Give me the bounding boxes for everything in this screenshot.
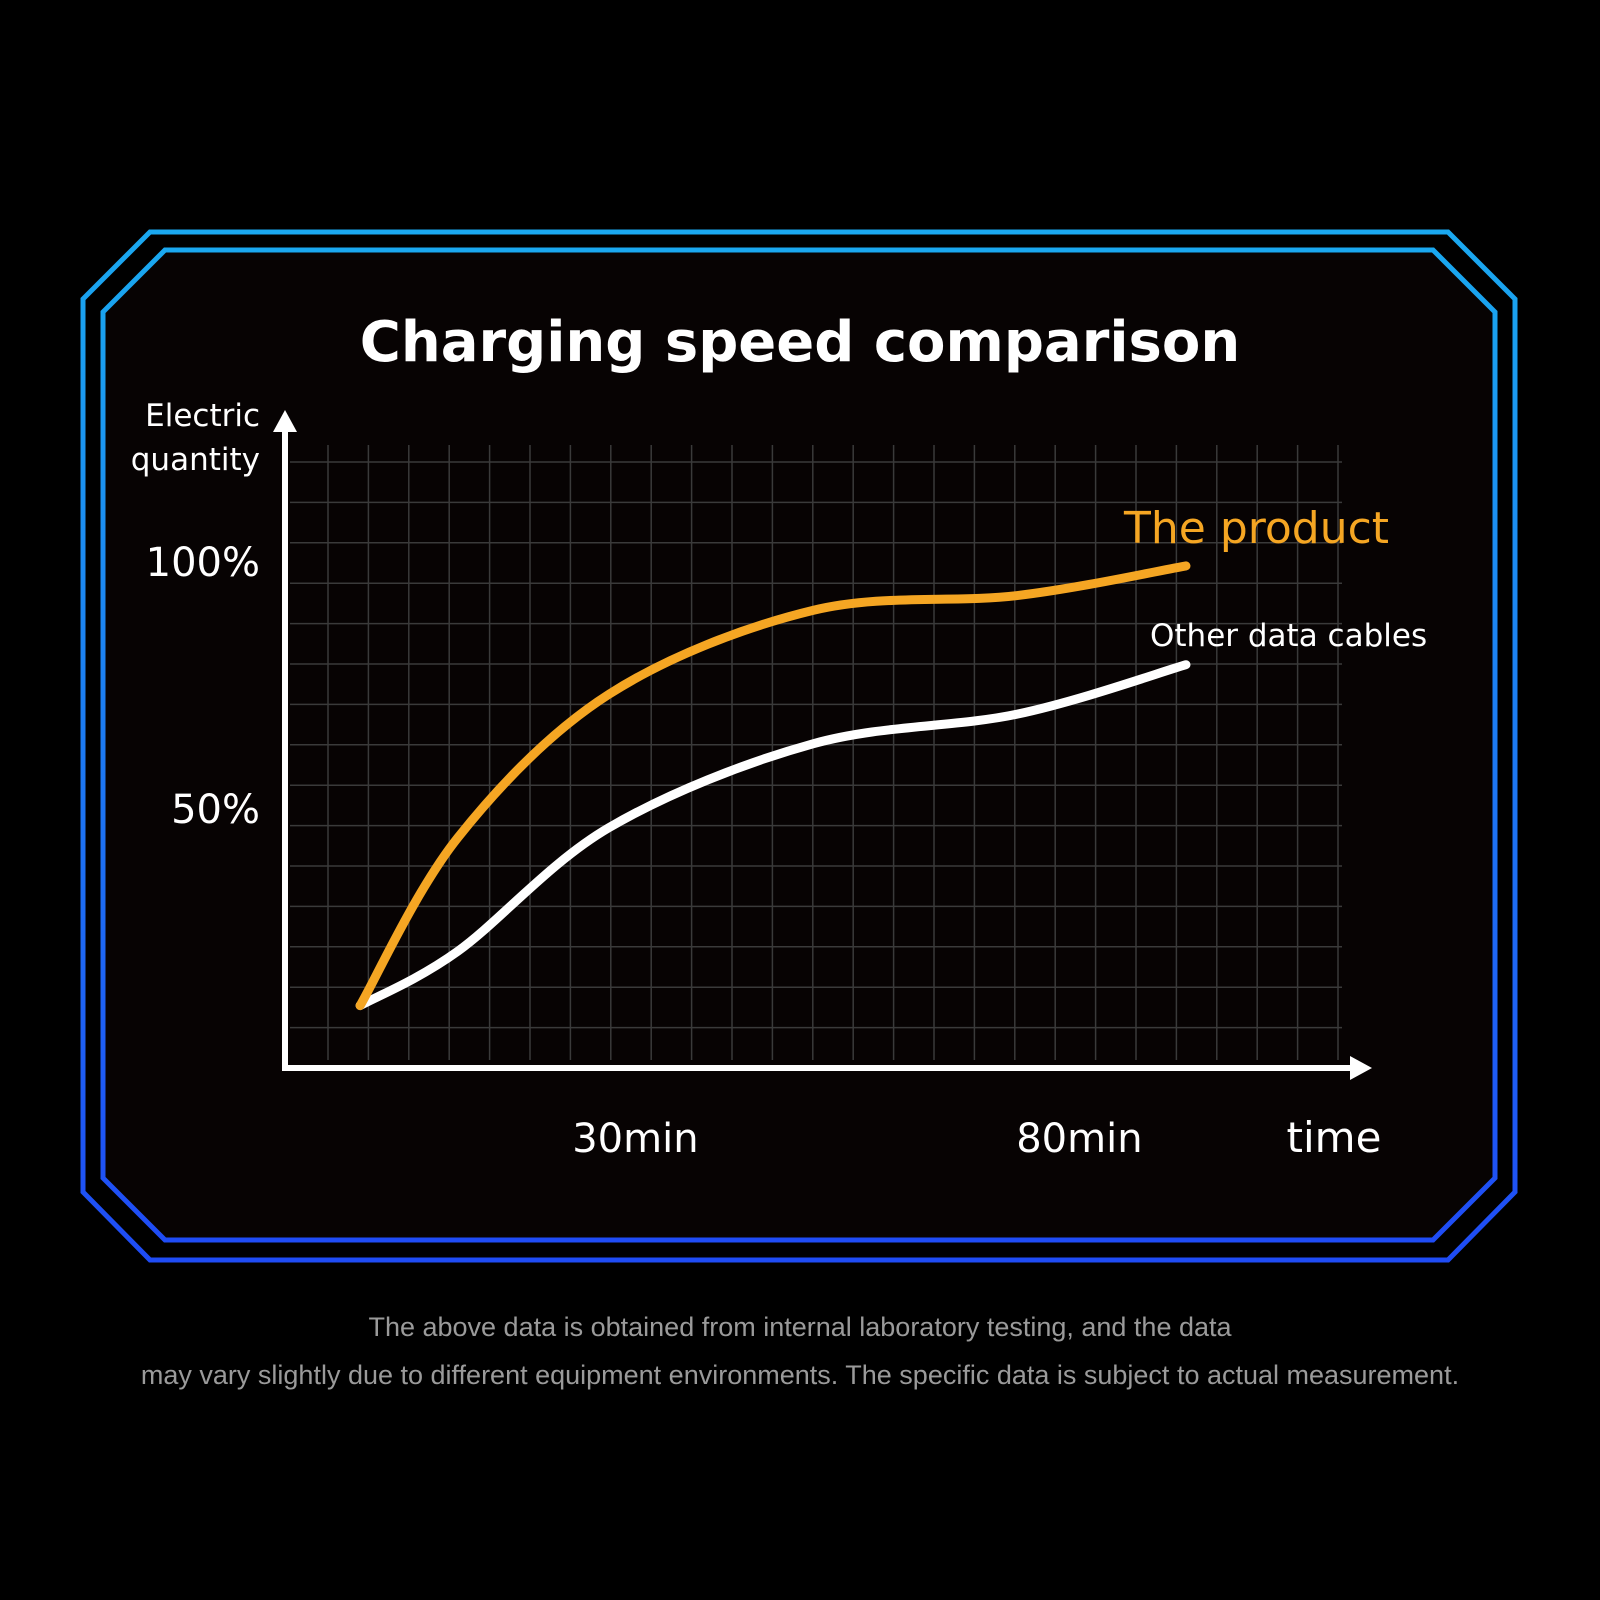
x-tick-label: 30min [572,1116,698,1162]
y-tick-label: 100% [146,540,260,586]
y-tick-label: 50% [171,787,260,833]
footer-line-2: may vary slightly due to different equip… [140,1360,1460,1390]
series-line-other-data-cables [355,660,1191,1011]
x-axis-arrow [1350,1056,1372,1080]
series-line-the-product [355,561,1191,1011]
outer-frame [80,229,1518,1263]
legend-label-other-cables: Other data cables [1150,618,1427,654]
x-tick-label: 80min [1016,1116,1142,1162]
footer-line-1: The above data is obtained from internal… [368,1312,1232,1342]
legend-label-product: The product [1123,503,1389,554]
y-axis-arrow [273,410,297,432]
chart-title: Charging speed comparison [359,310,1241,375]
x-axis-label: time [1287,1113,1382,1162]
y-axis-label: Electric quantity [130,398,260,478]
axes [273,410,1372,1080]
